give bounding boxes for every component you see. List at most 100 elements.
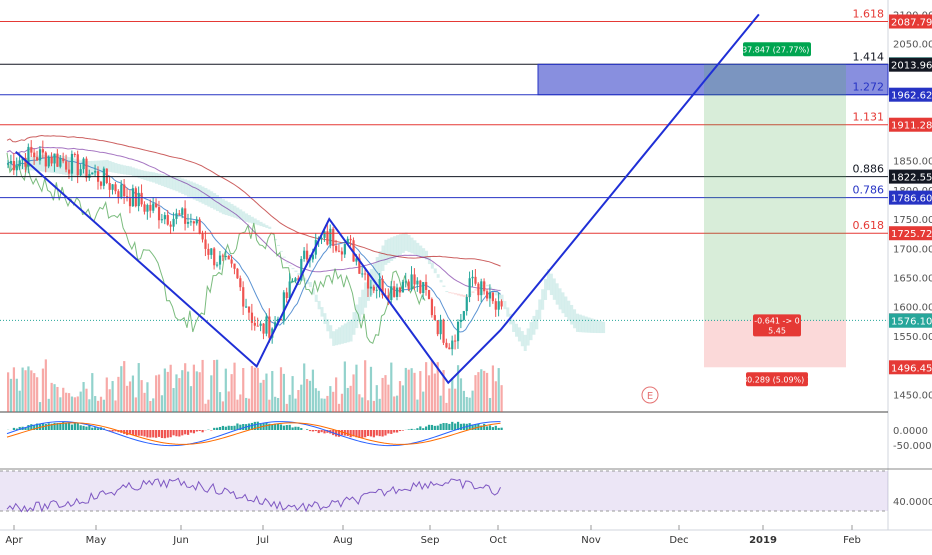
volume-bar xyxy=(117,377,119,412)
candle-body xyxy=(100,182,102,186)
volume-bar xyxy=(248,399,250,412)
cloud-segment xyxy=(471,291,474,293)
macd-histogram-bar xyxy=(77,423,79,430)
cloud-segment xyxy=(416,243,419,256)
volume-bar xyxy=(463,391,465,412)
price-tick-label: 1450.000 xyxy=(893,390,932,401)
candle-body xyxy=(236,269,238,278)
cloud-segment xyxy=(486,285,489,287)
volume-bar xyxy=(498,368,500,412)
volume-bar xyxy=(268,400,270,412)
volume-bar xyxy=(138,363,140,412)
volume-bar xyxy=(19,391,21,412)
candle-body xyxy=(260,324,262,326)
macd-histogram-bar xyxy=(233,426,235,430)
volume-bar xyxy=(373,401,375,412)
cloud-segment xyxy=(538,299,541,319)
cloud-segment xyxy=(585,317,588,333)
fib-level-label: 0.786 xyxy=(853,184,885,197)
candle-body xyxy=(196,219,198,223)
volume-bar xyxy=(112,381,114,412)
macd-histogram-bar xyxy=(445,423,447,430)
cloud-segment xyxy=(161,174,164,186)
cloud-segment xyxy=(570,305,573,325)
volume-bar xyxy=(370,367,372,412)
candle-body xyxy=(129,198,131,206)
cloud-segment xyxy=(347,322,350,343)
volume-bar xyxy=(251,366,253,412)
cloud-segment xyxy=(199,185,202,202)
macd-histogram-bar xyxy=(309,430,311,431)
macd-histogram-bar xyxy=(376,430,378,436)
candle-body xyxy=(68,170,70,174)
cloud-segment xyxy=(408,235,411,252)
volume-bar xyxy=(445,403,447,412)
price-tag: 1576.100 xyxy=(889,314,932,328)
candle-body xyxy=(65,161,67,169)
macd-histogram-bar xyxy=(216,428,218,430)
volume-bar xyxy=(381,378,383,412)
volume-bar xyxy=(190,386,192,412)
macd-histogram-bar xyxy=(175,430,177,436)
volume-bar xyxy=(341,394,343,412)
macd-histogram-bar xyxy=(184,430,186,434)
candle-body xyxy=(10,161,12,164)
macd-histogram-bar xyxy=(74,423,76,430)
volume-bar xyxy=(213,360,215,412)
volume-bar xyxy=(152,398,154,412)
volume-bar xyxy=(161,395,163,412)
candle-body xyxy=(466,297,468,311)
macd-histogram-bar xyxy=(27,425,29,430)
candle-body xyxy=(190,221,192,222)
cloud-segment xyxy=(112,162,115,173)
candle-body xyxy=(454,341,456,342)
cloud-segment xyxy=(588,318,591,333)
candle-body xyxy=(233,264,235,269)
volume-bar xyxy=(257,368,259,412)
earnings-event-marker: E xyxy=(642,387,658,403)
volume-bar xyxy=(469,398,471,412)
volume-bar xyxy=(416,400,418,412)
cloud-segment xyxy=(291,268,294,269)
macd-histogram-bar xyxy=(225,427,227,430)
macd-histogram-bar xyxy=(381,430,383,437)
volume-bar xyxy=(33,373,35,412)
cloud-segment xyxy=(431,263,434,269)
candle-body xyxy=(7,164,9,165)
macd-histogram-bar xyxy=(146,430,148,437)
cloud-segment xyxy=(512,320,515,332)
candle-body xyxy=(393,286,395,297)
cloud-segment xyxy=(184,179,187,195)
cloud-segment xyxy=(323,313,326,324)
macd-histogram-bar xyxy=(350,430,352,437)
target-label-text: 437.847 (27.77%) 1 xyxy=(737,45,817,54)
cloud-segment xyxy=(355,305,358,329)
cloud-segment xyxy=(361,290,364,315)
volume-bar xyxy=(294,399,296,412)
candle-body xyxy=(175,213,177,219)
cloud-segment xyxy=(532,316,535,335)
cloud-segment xyxy=(544,279,547,300)
volume-bar xyxy=(80,392,82,412)
volume-bar xyxy=(318,391,320,412)
price-tag: 2013.965 xyxy=(889,58,932,72)
candle-body xyxy=(204,239,206,248)
macd-histogram-bar xyxy=(170,430,172,437)
mid-label: -0.641 -> 05.45 xyxy=(753,314,801,336)
volume-bar xyxy=(77,396,79,412)
cloud-segment xyxy=(381,246,384,271)
volume-bar xyxy=(27,366,29,412)
time-tick-label: Apr xyxy=(5,535,23,546)
macd-histogram-bar xyxy=(413,429,415,430)
price-tag-text: 1822.553 xyxy=(891,173,932,184)
macd-histogram-bar xyxy=(408,429,410,430)
candle-body xyxy=(210,248,212,254)
cloud-segment xyxy=(506,307,509,316)
price-tick-label: 2050.000 xyxy=(893,40,932,51)
macd-histogram-bar xyxy=(489,425,491,430)
volume-bar xyxy=(114,400,116,412)
macd-histogram-bar xyxy=(45,424,47,430)
volume-bar xyxy=(236,400,238,412)
